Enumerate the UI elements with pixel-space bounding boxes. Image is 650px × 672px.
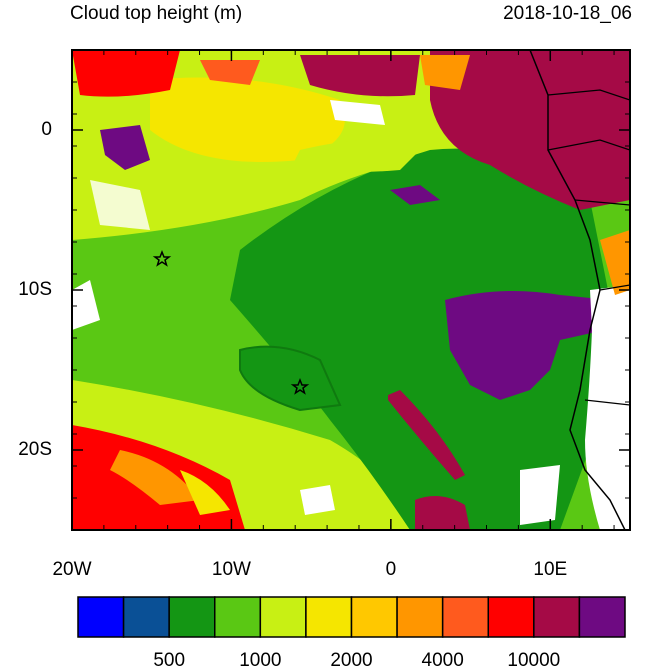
colorbar-label: 1000 — [239, 650, 281, 667]
colorbar-box — [77, 596, 125, 638]
colorbar-box — [305, 596, 353, 638]
colorbar-box — [214, 596, 262, 638]
lon-tick-label: 10E — [533, 559, 567, 580]
lat-tick-label: 20S — [18, 439, 52, 460]
colorbar-box — [396, 596, 444, 638]
colorbar-box — [350, 596, 398, 638]
cloud-field — [72, 50, 630, 530]
colorbar-box — [487, 596, 535, 638]
colorbar-box — [168, 596, 216, 638]
colorbar-label: 500 — [153, 650, 185, 667]
colorbar-label: 4000 — [422, 650, 464, 667]
title: Cloud top height (m) — [70, 3, 242, 24]
date: 2018-10-18_06 — [503, 3, 632, 24]
colorbar-label: 2000 — [330, 650, 372, 667]
lat-tick-label: 0 — [41, 119, 52, 140]
colorbar-box — [533, 596, 581, 638]
lon-tick-label: 20W — [52, 559, 91, 580]
lon-tick-label: 0 — [386, 559, 397, 580]
colorbar-label: 10000 — [507, 650, 560, 667]
colorbar-box — [441, 596, 489, 638]
colorbar-box — [259, 596, 307, 638]
lon-tick-label: 10W — [212, 559, 251, 580]
colorbar-box — [122, 596, 170, 638]
colorbar-box — [578, 596, 626, 638]
lat-tick-label: 10S — [18, 279, 52, 300]
